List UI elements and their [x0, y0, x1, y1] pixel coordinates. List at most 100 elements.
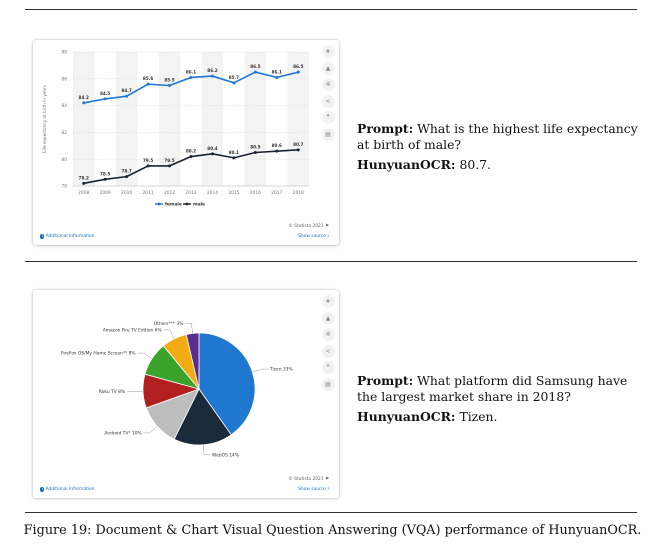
print-icon[interactable]: ▤ — [321, 377, 335, 391]
data-point-female — [189, 75, 193, 79]
data-point-male — [275, 149, 279, 153]
column-band — [201, 52, 224, 186]
answer: HunyuanOCR: Tizen. — [357, 409, 498, 424]
bottom-rule — [25, 512, 637, 513]
slice-label: Others*** 3% — [154, 321, 184, 327]
star-icon[interactable]: ★ — [321, 45, 335, 58]
data-point-male — [253, 151, 257, 154]
show-source-link[interactable]: Show source ⟩ — [298, 487, 329, 492]
x-tick-label: 2018 — [293, 190, 304, 196]
data-point-male — [232, 156, 236, 160]
data-point-male — [146, 164, 150, 168]
pie-slice — [173, 388, 232, 446]
x-tick-label: 2014 — [207, 190, 218, 196]
data-label-male: 78.2 — [79, 175, 89, 180]
data-label-female: 86.2 — [207, 68, 217, 73]
x-tick-label: 2012 — [164, 190, 175, 196]
y-axis-label: Life expectancy at birth in years — [42, 85, 47, 153]
data-label-female: 86.5 — [293, 64, 303, 69]
column-band — [73, 52, 95, 186]
slice-label: Amazon Fire TV Edition 6% — [103, 327, 162, 333]
chart-toolbar: ★ ▲ ✲ < ❞ ▤ — [321, 45, 335, 144]
x-tick-label: 2017 — [271, 190, 282, 196]
pie-slice — [185, 332, 200, 390]
quote-icon[interactable]: ❞ — [321, 361, 335, 374]
middle-rule — [25, 261, 637, 262]
prompt: Prompt: What is the highest life expecta… — [357, 121, 638, 152]
column-band — [115, 52, 138, 186]
x-tick-label: 2010 — [121, 190, 132, 196]
top-rule — [25, 9, 637, 10]
additional-information-link[interactable]: i Additional Information — [40, 487, 95, 492]
data-label-male: 80.7 — [293, 142, 303, 147]
share-icon[interactable]: < — [321, 344, 335, 358]
data-label-female: 85.5 — [164, 78, 174, 83]
statista-credit: © Statista 2021 ⚑ — [288, 224, 329, 229]
label-connector — [143, 426, 158, 434]
label-connector — [185, 323, 193, 334]
additional-information-link[interactable]: i Additional Information — [40, 234, 95, 239]
data-label-female: 86.1 — [186, 69, 196, 74]
data-label-female: 85.7 — [229, 75, 239, 80]
qa-block-1: Prompt: What is the highest life expecta… — [357, 121, 639, 173]
y-tick-label: 78 — [61, 184, 67, 190]
bell-icon[interactable]: ▲ — [321, 61, 335, 75]
x-tick-label: 2008 — [78, 190, 89, 196]
legend-label-female: female — [165, 202, 182, 208]
bell-icon[interactable]: ▲ — [321, 311, 335, 325]
data-label-male: 78.7 — [121, 169, 131, 174]
x-tick-label: 2013 — [185, 190, 196, 196]
qa-block-2: Prompt: What platform did Samsung have t… — [357, 373, 639, 425]
print-icon[interactable]: ▤ — [321, 127, 335, 141]
slice-label: Android TV* 10% — [104, 430, 141, 436]
data-label-female: 86.1 — [272, 69, 282, 74]
show-source-link[interactable]: Show source ⟩ — [298, 234, 329, 239]
data-point-male — [103, 177, 107, 181]
data-point-male — [189, 155, 193, 159]
slice-label: WebOS 14% — [212, 452, 239, 458]
label-connector — [163, 329, 175, 339]
statista-credit: © Statista 2021 ⚑ — [288, 477, 329, 482]
data-point-female — [146, 82, 150, 86]
y-tick-label: 88 — [61, 50, 67, 56]
data-point-female — [275, 75, 279, 79]
star-icon[interactable]: ★ — [321, 295, 335, 308]
data-label-female: 85.6 — [143, 76, 153, 81]
slice-label: Roku TV 8% — [99, 389, 125, 395]
data-point-male — [82, 181, 86, 185]
pie-chart: Tizen 33% WebOS 14% Android TV* 10% Roku TV… — [61, 321, 293, 458]
x-tick-label: 2011 — [142, 190, 153, 196]
answer: HunyuanOCR: 80.7. — [357, 157, 491, 172]
y-tick-label: 86 — [61, 76, 67, 82]
slice-label: Tizen 33% — [269, 367, 293, 373]
legend-marker-male — [185, 202, 189, 206]
slice-label: FireFox OS/My Home Screen** 8% — [61, 351, 135, 357]
share-icon[interactable]: < — [321, 94, 335, 108]
data-label-female: 86.5 — [250, 64, 260, 69]
data-point-male — [296, 148, 300, 152]
data-label-male: 79.5 — [143, 158, 153, 163]
gear-icon[interactable]: ✲ — [321, 78, 335, 91]
data-label-male: 79.5 — [164, 158, 174, 163]
data-label-male: 80.5 — [250, 145, 260, 150]
data-point-male — [210, 152, 214, 156]
data-point-female — [125, 94, 129, 98]
data-point-female — [296, 70, 300, 74]
y-tick-label: 84 — [61, 103, 67, 109]
legend-marker-female — [157, 202, 161, 206]
label-connector — [252, 368, 268, 373]
label-connector — [203, 444, 211, 456]
data-label-female: 84.2 — [79, 95, 89, 100]
data-point-male — [125, 175, 129, 179]
info-icon: i — [40, 234, 45, 239]
data-label-female: 84.7 — [121, 88, 131, 93]
data-point-female — [168, 84, 172, 87]
data-point-female — [210, 74, 214, 78]
data-label-male: 80.1 — [229, 150, 239, 155]
pie-chart-card: Tizen 33% WebOS 14% Android TV* 10% Roku TV… — [33, 290, 339, 498]
data-point-male — [168, 164, 172, 168]
data-label-male: 80.2 — [186, 149, 196, 154]
quote-icon[interactable]: ❞ — [321, 111, 335, 124]
gear-icon[interactable]: ✲ — [321, 328, 335, 341]
pie-slice — [198, 332, 256, 436]
